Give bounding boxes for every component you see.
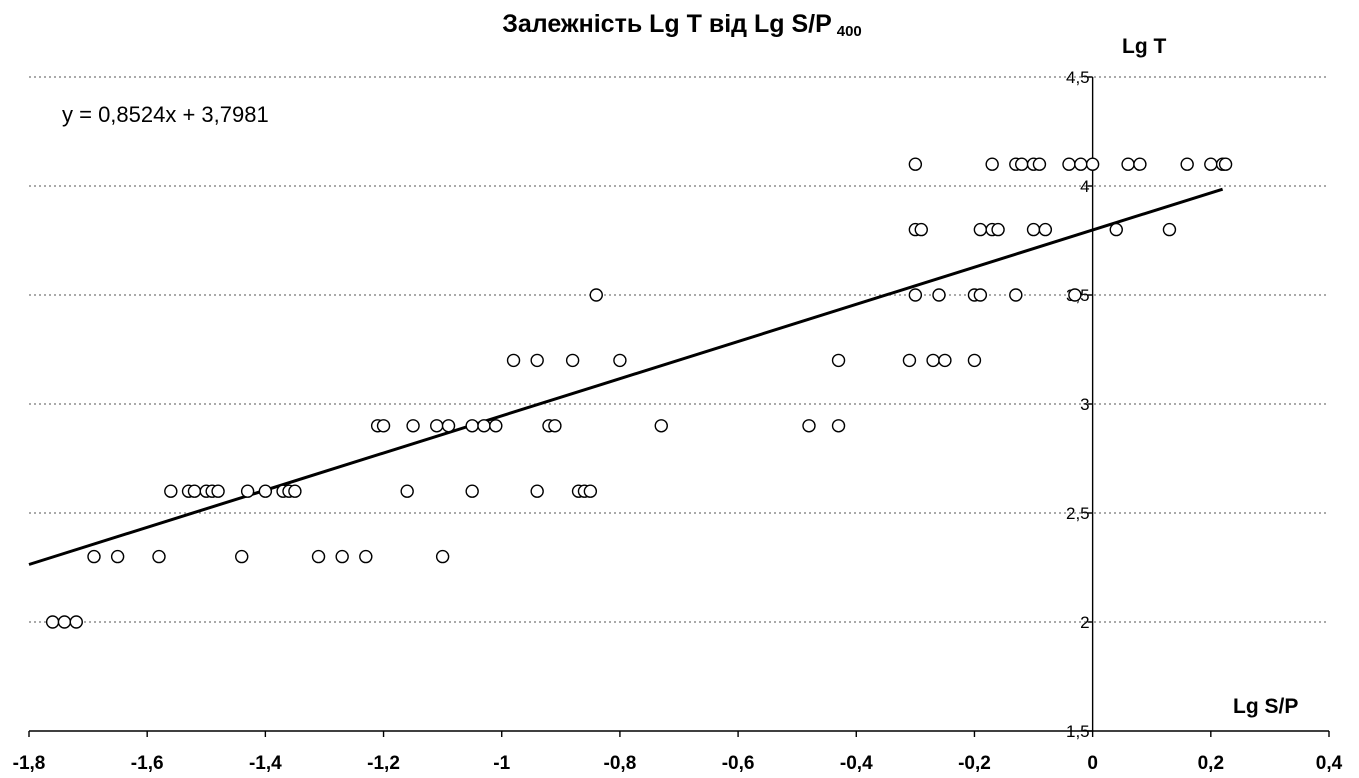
x-tick-label: 0 [1087,753,1098,774]
data-point [908,157,923,171]
data-point [973,222,988,237]
x-axis-title: Lg S/P [1233,695,1298,718]
data-point [985,157,999,171]
data-point [1085,157,1100,171]
data-point [376,419,391,433]
data-point [902,353,917,368]
data-point [932,288,946,302]
x-tick-label: 0,4 [1316,753,1343,774]
y-tick-label: 4,5 [1066,68,1090,87]
data-point [926,353,940,368]
data-point [938,353,952,368]
x-tick-label: -0,4 [840,753,873,774]
data-point [589,288,603,302]
data-point [831,419,846,433]
y-tick-label: 3 [1080,395,1089,414]
data-point [654,419,668,433]
data-point [548,419,562,433]
data-point [335,549,349,564]
data-point [110,549,125,564]
data-point [435,549,450,564]
data-point [465,419,479,433]
data-point [288,484,302,498]
data-point [530,484,544,498]
data-point [530,353,544,368]
data-point [973,288,988,302]
x-tick-label: -0,8 [604,753,637,774]
x-tick-label: -0,2 [958,753,991,774]
data-point [441,419,456,433]
data-point [1062,157,1076,171]
data-point [991,222,1005,237]
data-point [1026,222,1041,237]
y-tick-label: 2,5 [1066,504,1090,523]
trendline-group [28,187,1224,566]
trendline [28,187,1224,566]
data-point [1068,288,1082,302]
data-point [465,484,479,498]
data-point [1180,157,1194,171]
y-tick-label: 4 [1080,177,1089,196]
data-point [1032,157,1047,171]
data-point [187,484,202,498]
y-tick-label: 2 [1080,613,1089,632]
x-tick-label: -1,2 [367,753,400,774]
data-point [406,419,420,433]
chart-title-subscript: 400 [837,23,862,40]
x-tick-label: -0,6 [722,753,755,774]
data-point [506,353,521,368]
chart-title-main: Залежність Lg T від Lg S/P [502,10,832,38]
trendline-equation: y = 0,8524x + 3,7981 [62,102,269,127]
data-point [45,615,60,629]
data-point [1074,157,1088,171]
data-point [908,288,923,302]
y-axis-title: Lg T [1122,35,1166,58]
data-point [613,353,627,368]
data-point [1038,222,1053,237]
data-point [164,484,178,498]
data-point [477,419,491,433]
chart-title: Залежність Lg T від Lg S/P 400 [502,10,862,40]
data-point [914,222,928,237]
x-tick-labels: -1,8 -1,6 -1,4 -1,2 -1 -0,8 -0,6 -0,4 -0,2 0 0,2 0,… [13,753,1343,774]
gridlines [29,76,1329,623]
data-point [583,484,598,498]
data-point [802,419,816,433]
data-point [489,419,503,433]
data-point [1162,222,1177,237]
x-tick-label: -1,8 [13,753,46,774]
data-point [1015,157,1029,171]
x-tick-label: -1,4 [249,753,282,774]
data-point [1204,157,1218,171]
data-point [211,484,225,498]
data-point [831,353,846,368]
x-tick-label: -1,6 [131,753,164,774]
data-point [565,353,580,368]
data-point [1218,157,1233,171]
data-point [1133,157,1147,171]
data-point [69,615,83,629]
data-point [1121,157,1135,171]
axes [28,76,1330,737]
data-point [359,549,373,564]
data-point [240,484,255,498]
data-point [311,549,326,564]
data-point [152,549,166,564]
data-point [235,549,249,564]
x-tick-label: 0,2 [1198,753,1224,774]
data-point [400,484,414,498]
data-point [1109,222,1123,237]
data-point [430,419,444,433]
data-points [45,157,1233,629]
data-point [57,615,72,629]
data-point [967,353,982,368]
data-point [258,484,273,498]
x-tick-label: -1 [493,753,510,774]
data-point [1009,288,1023,302]
data-point [87,549,101,564]
y-tick-label: 1,5 [1066,722,1090,741]
